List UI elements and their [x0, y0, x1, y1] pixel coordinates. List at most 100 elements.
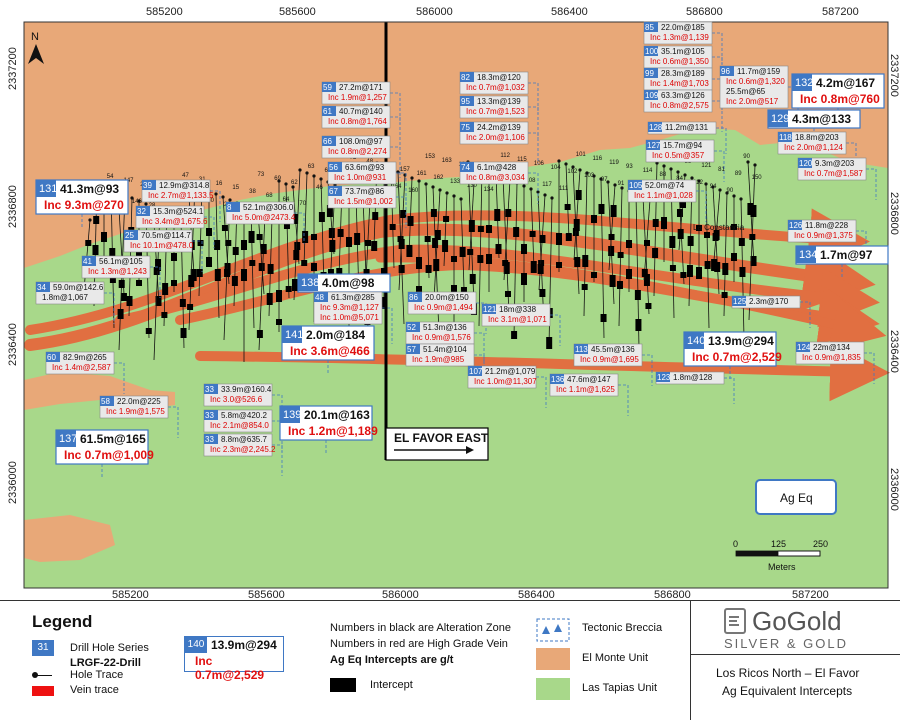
hole-number: 90 [743, 154, 750, 160]
intercept-swatch [330, 678, 356, 692]
callout-inc: Inc 0.8m@2,274 [328, 147, 387, 156]
callout-inc: Inc 0.9m@1,494 [414, 303, 473, 312]
intercept-mark [292, 214, 299, 224]
callout-main: 12.9m@314.8 [159, 181, 210, 190]
leader-line [714, 150, 725, 182]
intercept-mark [197, 240, 204, 246]
callout-inc: Inc 1.3m@1,139 [650, 33, 709, 42]
callout-box [481, 303, 551, 327]
callout-main: 18.3m@120 [477, 73, 521, 82]
series-badge [46, 352, 60, 362]
intercept-mark [704, 232, 710, 238]
callout-main: 63.6m@93 [345, 163, 385, 172]
callout-box [459, 71, 529, 95]
series-badge [644, 68, 658, 78]
hole-trace [443, 192, 448, 267]
intercept-mark [120, 293, 127, 301]
hole-trace [293, 169, 301, 301]
callout-main: 20.0m@150 [425, 293, 469, 302]
intercept-mark [731, 253, 737, 261]
series-badge [36, 180, 56, 197]
callout-main: 15.7m@94 [663, 141, 703, 150]
north-arrow-icon [28, 44, 44, 64]
section-label-box: EL FAVOR EAST [385, 427, 489, 461]
section-label: EL FAVOR EAST [394, 431, 489, 445]
hole-collar [529, 187, 533, 191]
leader-line [272, 444, 283, 476]
intercept-mark [617, 252, 624, 258]
hole-number: 64 [283, 197, 290, 203]
series-badge [280, 406, 300, 423]
callout-box [645, 139, 715, 163]
callout-main: 27.2m@171 [339, 83, 383, 92]
intercept-mark [118, 280, 125, 288]
intercept-mark [291, 279, 298, 291]
callout-main: 4.3m@133 [792, 112, 851, 126]
intercept-mark [731, 224, 737, 230]
callout-main: 11.8m@228 [805, 221, 849, 230]
callout-box [35, 281, 105, 305]
hole-trace [583, 172, 588, 317]
leader-line [550, 314, 561, 346]
callout-inc: Inc 1.9m@1,257 [328, 93, 387, 102]
hole-collar [620, 186, 624, 190]
caption-divider [691, 654, 900, 655]
intercept-mark [276, 319, 282, 325]
gogold-logo-icon [724, 608, 746, 634]
intercept-mark [556, 262, 562, 268]
hole-collar [725, 191, 729, 195]
intercept-mark [430, 209, 437, 217]
series-badge [124, 230, 138, 240]
intercept-mark [381, 268, 387, 278]
series-number: 137 [59, 433, 77, 445]
callout-inc: Inc 0.7m@1,009 [64, 448, 154, 462]
callout-main: 4.0m@98 [322, 276, 375, 290]
callout-131: 131 41.3m@93 Inc 9.3m@270 [35, 179, 129, 215]
hole-number: 70 [299, 201, 306, 207]
intercept-mark [610, 205, 617, 217]
leader-line [390, 92, 401, 124]
intercept-mark [687, 236, 694, 246]
hole-number: 150 [752, 175, 763, 181]
las-tapias-label: Las Tapias Unit [582, 682, 658, 694]
intercept-mark [738, 238, 745, 246]
intercept-mark [336, 268, 343, 274]
hole-number: 69 [274, 176, 281, 182]
hole-number: 160 [408, 188, 419, 194]
series-number: 96 [721, 67, 730, 76]
intercept-mark [443, 216, 450, 222]
series-number: 138 [301, 277, 319, 289]
intercept-mark [750, 256, 757, 266]
series-number: 34 [37, 283, 46, 292]
scale-unit: Meters [768, 562, 796, 572]
callout-138: 138 4.0m@98 [297, 273, 391, 293]
leader-line [866, 168, 877, 200]
logo-name: GoGold [752, 606, 842, 636]
callout-inc: Inc 1.1m@1,625 [556, 385, 615, 394]
hole-trace [530, 188, 535, 269]
intercept-mark [546, 337, 553, 349]
intercept-mark [652, 248, 659, 258]
callout-inc: Inc 2.1m@854.0 [210, 421, 269, 430]
note-units: Ag Eq Intercepts are g/t [330, 654, 454, 666]
x-tick-label: 586000 [416, 6, 453, 18]
intercept-mark [171, 280, 177, 286]
series-number: 126 [789, 221, 803, 230]
callout-inc: Inc 0.7m@1,032 [466, 83, 525, 92]
intercept-mark [109, 277, 116, 283]
series-number: 66 [323, 137, 332, 146]
callout-main: 82.9m@265 [63, 353, 107, 362]
hole-collar [599, 177, 603, 181]
callout-box [327, 185, 397, 209]
intercept-mark [214, 269, 221, 281]
callout-main: 11.7m@159 [737, 67, 781, 76]
intercept-mark [565, 233, 572, 241]
intercept-mark [363, 269, 370, 277]
sample-callout-inc: Inc 0.7m@2,529 [195, 654, 265, 682]
series-badge [406, 322, 420, 332]
hole-collar [564, 162, 568, 166]
hole-collar [585, 171, 589, 175]
